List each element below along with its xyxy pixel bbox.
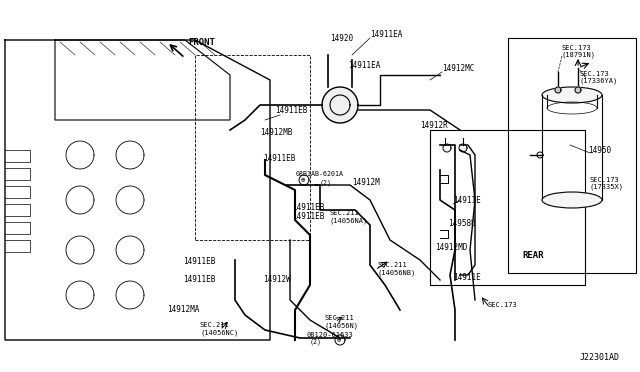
Text: (14056NC): (14056NC) [200, 330, 238, 336]
Text: J22301AD: J22301AD [580, 353, 620, 362]
Text: ⊕: ⊕ [301, 177, 305, 183]
Polygon shape [322, 87, 358, 123]
Bar [430, 130, 585, 285]
Text: 14911EA: 14911EA [370, 29, 403, 38]
Text: SEC.211: SEC.211 [200, 322, 230, 328]
Text: SEC.173: SEC.173 [488, 302, 518, 308]
Text: SEC.173: SEC.173 [580, 71, 610, 77]
Bar [508, 38, 636, 273]
Text: (14056NB): (14056NB) [378, 270, 416, 276]
Text: 14912MB: 14912MB [260, 128, 292, 137]
Text: 14911EB: 14911EB [263, 154, 296, 163]
Text: (18791N): (18791N) [562, 52, 596, 58]
Text: FRONT: FRONT [188, 38, 215, 46]
Text: 14920: 14920 [330, 33, 353, 42]
Text: 14912R: 14912R [420, 121, 448, 129]
Text: (2): (2) [320, 180, 332, 186]
Bar [195, 55, 310, 240]
Ellipse shape [542, 87, 602, 103]
Ellipse shape [542, 192, 602, 208]
Polygon shape [555, 87, 561, 93]
Text: SEC.211: SEC.211 [378, 262, 408, 268]
Text: 14911EB: 14911EB [183, 257, 216, 266]
Text: SEC.211: SEC.211 [330, 210, 360, 216]
Text: 14958U: 14958U [448, 218, 476, 228]
Text: (14056N): (14056N) [325, 323, 359, 329]
Polygon shape [575, 87, 581, 93]
Text: 14911EB: 14911EB [292, 202, 324, 212]
Text: (14056NA): (14056NA) [330, 218, 368, 224]
Text: (2): (2) [310, 339, 322, 345]
Text: (17335X): (17335X) [590, 184, 624, 190]
Text: 14912W: 14912W [263, 276, 291, 285]
Text: 14911EB: 14911EB [183, 276, 216, 285]
Text: 08120-61633: 08120-61633 [307, 332, 354, 338]
Text: 14912MA: 14912MA [167, 305, 200, 314]
Text: SEC.211: SEC.211 [325, 315, 355, 321]
Text: 14950: 14950 [588, 145, 611, 154]
Text: 14912M: 14912M [352, 177, 380, 186]
Text: ⊕: ⊕ [337, 337, 341, 343]
Text: 14911EB: 14911EB [292, 212, 324, 221]
Text: 14911E: 14911E [453, 273, 481, 282]
Text: (17336YA): (17336YA) [580, 78, 618, 84]
Text: 14911EA: 14911EA [348, 61, 380, 70]
Text: 14912MD: 14912MD [435, 244, 467, 253]
Text: 08B1AB-6201A: 08B1AB-6201A [296, 171, 344, 177]
Text: 14912MC: 14912MC [442, 64, 474, 73]
Text: 14911EB: 14911EB [275, 106, 307, 115]
Text: REAR: REAR [522, 250, 543, 260]
Text: 14911E: 14911E [453, 196, 481, 205]
Text: SEC.173: SEC.173 [590, 177, 620, 183]
Text: SEC.173: SEC.173 [562, 45, 592, 51]
